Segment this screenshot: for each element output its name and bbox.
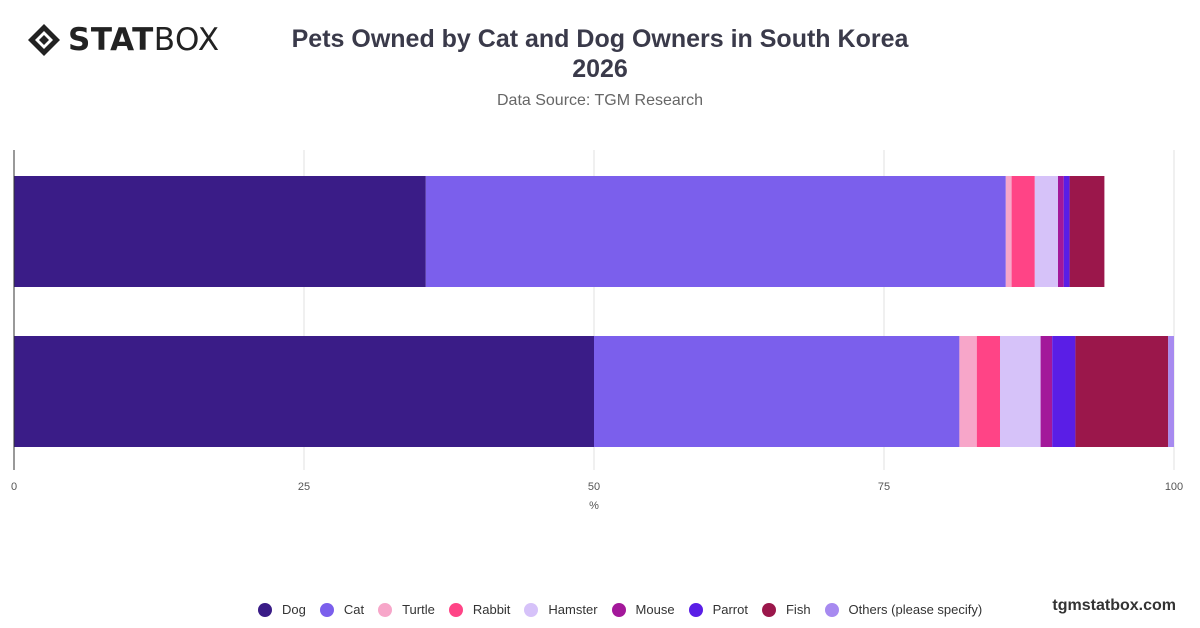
- bar-segment-mouse: [1040, 336, 1053, 447]
- legend-swatch: [824, 602, 839, 617]
- legend-label: Dog: [282, 602, 306, 617]
- legend-swatch: [611, 602, 626, 617]
- logo-text: STATBOX: [68, 22, 220, 58]
- legend-label: Mouse: [635, 602, 675, 617]
- legend-swatch: [761, 602, 776, 617]
- legend-label: Others (please specify): [848, 602, 983, 617]
- bar-segment-dog: [14, 176, 426, 287]
- chart-title-line2: 2026: [572, 55, 628, 83]
- bar-segment-hamster: [1034, 176, 1058, 287]
- x-tick-label: 75: [878, 481, 890, 493]
- legend-label: Fish: [785, 602, 811, 617]
- x-tick-label: 0: [11, 481, 17, 493]
- chart-legend: Dog Cat Turtle Rabbit Hamster Mouse Parrot Fish…: [258, 602, 996, 617]
- legend-item[interactable]: Hamster: [524, 602, 598, 617]
- legend-swatch: [448, 602, 463, 617]
- legend-swatch: [688, 602, 703, 617]
- legend-item[interactable]: Dog: [258, 602, 306, 617]
- legend-item[interactable]: Others (please specify): [824, 602, 983, 617]
- diamond-logo-icon: [28, 24, 60, 56]
- legend-item[interactable]: Mouse: [611, 602, 675, 617]
- bar-segment-turtle: [959, 336, 977, 447]
- legend-swatch: [319, 602, 334, 617]
- bar-segment-fish: [1069, 176, 1105, 287]
- legend-label: Hamster: [548, 602, 598, 617]
- x-tick-label: 25: [298, 481, 310, 493]
- bar-segment-parrot: [1052, 336, 1076, 447]
- legend-item[interactable]: Parrot: [688, 602, 748, 617]
- bar-segment-hamster: [1000, 336, 1041, 447]
- bar-segment-others: [1168, 336, 1174, 447]
- legend-label: Cat: [343, 602, 365, 617]
- legend-item[interactable]: Turtle: [378, 602, 435, 617]
- bar-segment-cat: [594, 336, 960, 447]
- chart-title-line1: Pets Owned by Cat and Dog Owners in Sout…: [291, 25, 909, 53]
- legend-label: Parrot: [712, 602, 748, 617]
- legend-item[interactable]: Fish: [761, 602, 811, 617]
- legend-swatch: [524, 602, 539, 617]
- site-url[interactable]: tgmstatbox.com: [1052, 597, 1176, 614]
- bar-segment-dog: [14, 336, 594, 447]
- legend-label: Turtle: [402, 602, 435, 617]
- legend-item[interactable]: Rabbit: [448, 602, 511, 617]
- legend-item[interactable]: Cat: [319, 602, 365, 617]
- x-tick-label: 50: [588, 481, 600, 493]
- statbox-logo: STATBOX: [26, 22, 220, 58]
- legend-swatch: [258, 602, 272, 617]
- legend-swatch: [378, 602, 393, 617]
- x-axis-label: %: [589, 500, 599, 512]
- bar-segment-parrot: [1063, 176, 1070, 287]
- chart-subtitle: Data Source: TGM Research: [496, 92, 703, 109]
- bar-segment-cat: [425, 176, 1006, 287]
- legend-label: Rabbit: [472, 602, 511, 617]
- bar-segment-fish: [1075, 336, 1169, 447]
- chart-title: Pets Owned by Cat and Dog Owners in Sout…: [0, 24, 1200, 84]
- bar-segment-mouse: [1058, 176, 1064, 287]
- x-tick-label: 100: [1165, 481, 1183, 493]
- bar-segment-rabbit: [976, 336, 1000, 447]
- bar-segment-turtle: [1005, 176, 1012, 287]
- bar-segment-rabbit: [1011, 176, 1035, 287]
